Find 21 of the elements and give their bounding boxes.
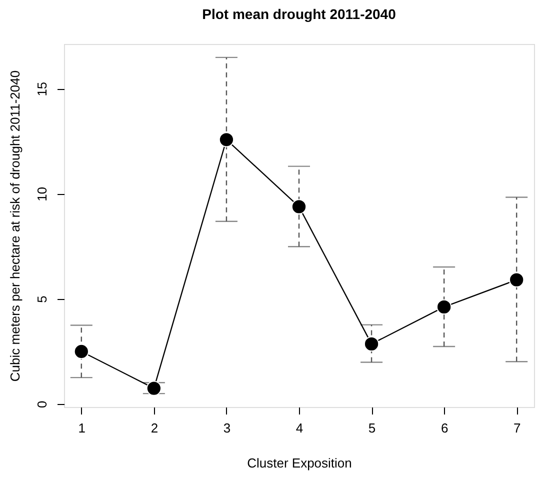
y-tick-label: 10 — [34, 186, 50, 202]
y-tick-label: 5 — [34, 296, 50, 303]
x-tick-label: 6 — [440, 420, 448, 436]
y-tick-label: 0 — [34, 400, 50, 408]
point — [436, 299, 452, 315]
x-tick-label: 2 — [150, 420, 158, 436]
chart-title: Plot mean drought 2011-2040 — [202, 6, 396, 22]
x-tick-label: 4 — [296, 420, 304, 436]
point — [509, 272, 524, 288]
point — [291, 199, 307, 214]
point — [218, 132, 234, 148]
x-tick-label: 3 — [223, 420, 231, 436]
x-axis-title: Cluster Exposition — [247, 456, 352, 470]
x-tick-label: 5 — [368, 420, 376, 436]
y-axis-title: Cubic meters per hectare at risk of drought 2011-2040 — [8, 70, 22, 382]
point — [74, 344, 89, 360]
point — [364, 336, 380, 352]
x-tick-label: 1 — [78, 420, 86, 436]
y-tick-label: 15 — [34, 82, 50, 96]
point — [146, 380, 162, 396]
x-tick-label: 7 — [513, 420, 521, 436]
